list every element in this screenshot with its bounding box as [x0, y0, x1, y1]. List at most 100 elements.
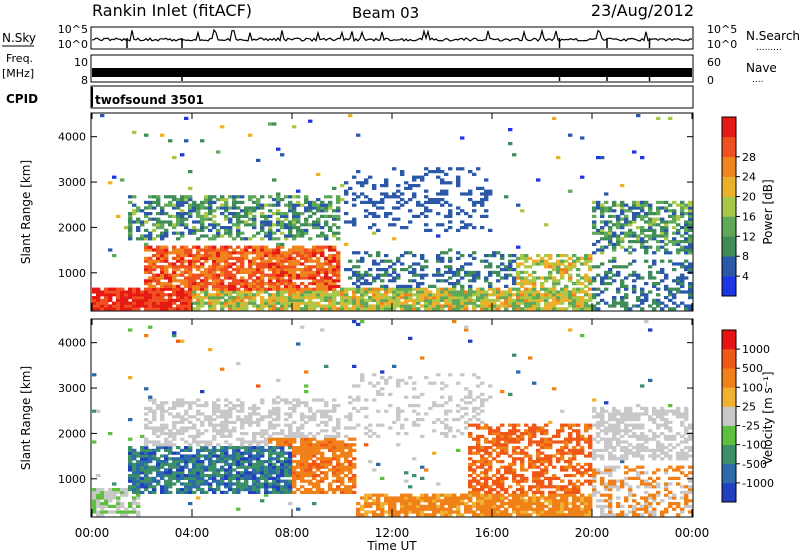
heatmap-cell	[264, 471, 268, 474]
heatmap-cell	[652, 302, 656, 305]
heatmap-cell	[136, 477, 140, 480]
heatmap-cell	[244, 449, 248, 452]
heatmap-cell	[292, 440, 296, 443]
heatmap-cell	[324, 209, 328, 212]
heatmap-cell	[208, 415, 212, 418]
heatmap-cell	[576, 290, 580, 293]
heatmap-cell	[128, 468, 132, 471]
heatmap-cell	[180, 471, 184, 474]
heatmap-cell	[324, 260, 328, 263]
heatmap-cell	[352, 443, 356, 446]
heatmap-cell	[500, 477, 504, 480]
heatmap-cell	[656, 248, 660, 251]
heatmap-cell	[660, 234, 664, 237]
heatmap-cell	[344, 201, 348, 204]
heatmap-cell	[312, 452, 316, 455]
heatmap-cell	[640, 288, 644, 291]
freq-tick-top: 10	[74, 56, 88, 69]
heatmap-cell	[280, 449, 284, 452]
heatmap-cell	[468, 508, 472, 511]
heatmap-cell	[596, 293, 600, 296]
heatmap-cell	[176, 251, 180, 254]
heatmap-cell	[148, 482, 152, 485]
heatmap-cell	[184, 251, 188, 254]
heatmap-cell	[236, 271, 240, 274]
heatmap-cell	[204, 429, 208, 432]
heatmap-cell	[648, 265, 652, 268]
heatmap-cell	[112, 254, 116, 257]
heatmap-cell	[188, 282, 192, 285]
heatmap-cell	[144, 477, 148, 480]
heatmap-cell	[624, 307, 628, 310]
heatmap-cell	[496, 496, 500, 499]
heatmap-cell	[240, 209, 244, 212]
heatmap-cell	[436, 496, 440, 499]
heatmap-cell	[344, 304, 348, 307]
heatmap-cell	[280, 296, 284, 299]
heatmap-cell	[256, 471, 260, 474]
heatmap-cell	[408, 290, 412, 293]
heatmap-cell	[196, 260, 200, 263]
heatmap-cell	[484, 449, 488, 452]
heatmap-cell	[292, 421, 296, 424]
heatmap-cell	[236, 246, 240, 249]
heatmap-cell	[348, 491, 352, 494]
heatmap-cell	[152, 480, 156, 483]
heatmap-cell	[236, 201, 240, 204]
heatmap-cell	[160, 276, 164, 279]
heatmap-cell	[264, 304, 268, 307]
heatmap-cell	[340, 471, 344, 474]
heatmap-cell	[440, 502, 444, 505]
heatmap-cell	[164, 276, 168, 279]
heatmap-cell	[220, 424, 224, 427]
heatmap-cell	[216, 282, 220, 285]
heatmap-cell	[200, 282, 204, 285]
heatmap-cell	[256, 463, 260, 466]
heatmap-cell	[592, 206, 596, 209]
heatmap-cell	[160, 304, 164, 307]
heatmap-cell	[436, 223, 440, 226]
heatmap-cell	[252, 491, 256, 494]
heatmap-cell	[580, 299, 584, 302]
heatmap-cell	[684, 290, 688, 293]
heatmap-cell	[404, 513, 408, 516]
heatmap-cell	[416, 510, 420, 513]
heatmap-cell	[640, 229, 644, 232]
heatmap-cell	[268, 260, 272, 263]
heatmap-cell	[196, 482, 200, 485]
heatmap-cell	[472, 502, 476, 505]
heatmap-cell	[408, 293, 412, 296]
heatmap-cell	[196, 285, 200, 288]
heatmap-cell	[652, 237, 656, 240]
heatmap-cell	[472, 491, 476, 494]
heatmap-cell	[488, 293, 492, 296]
heatmap-cell	[328, 260, 332, 263]
heatmap-cell	[240, 418, 244, 421]
heatmap-cell	[232, 477, 236, 480]
heatmap-cell	[188, 262, 192, 265]
heatmap-cell	[308, 454, 312, 457]
heatmap-cell	[548, 307, 552, 310]
heatmap-cell	[212, 410, 216, 413]
heatmap-cell	[460, 226, 464, 229]
heatmap-cell	[236, 226, 240, 229]
heatmap-cell	[380, 293, 384, 296]
heatmap-cell	[612, 232, 616, 235]
heatmap-cell	[100, 510, 104, 513]
heatmap-cell	[424, 412, 428, 415]
heatmap-cell	[204, 206, 208, 209]
heatmap-cell	[308, 418, 312, 421]
heatmap-cell	[200, 432, 204, 435]
heatmap-cell	[560, 254, 564, 257]
heatmap-cell	[176, 474, 180, 477]
heatmap-cell	[436, 268, 440, 271]
heatmap-cell	[480, 477, 484, 480]
heatmap-cell	[208, 274, 212, 277]
heatmap-cell	[288, 262, 292, 265]
heatmap-cell	[136, 491, 140, 494]
heatmap-cell	[168, 220, 172, 223]
heatmap-cell	[92, 499, 96, 502]
heatmap-cell	[160, 466, 164, 469]
heatmap-cell	[232, 491, 236, 494]
heatmap-cell	[156, 449, 160, 452]
